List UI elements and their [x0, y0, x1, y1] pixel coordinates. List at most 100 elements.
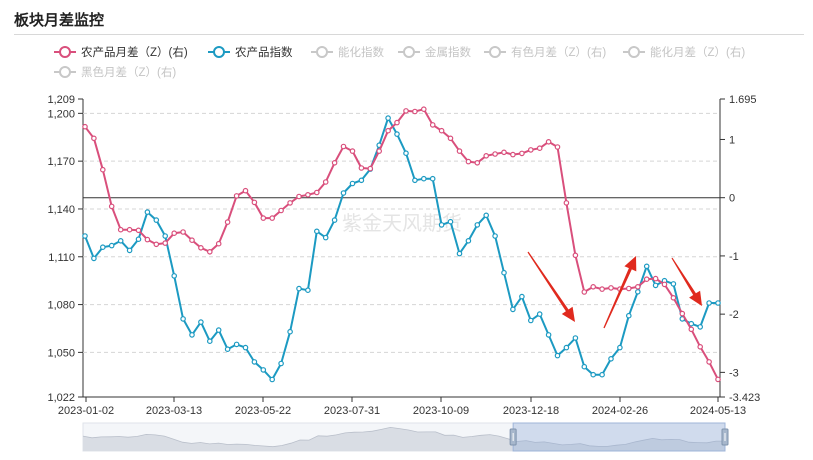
data-point	[269, 376, 276, 383]
data-point	[296, 193, 302, 200]
data-point	[652, 275, 659, 282]
x-tick-label: 2023-05-22	[235, 405, 291, 417]
data-point	[117, 226, 124, 233]
y-left-tick-label: 1,170	[47, 156, 75, 168]
data-point	[554, 144, 561, 150]
data-point	[117, 238, 124, 244]
legend-item-5[interactable]: 有色月差（Z）(右)	[484, 45, 606, 59]
legend-item-4[interactable]: 金属指数	[398, 45, 471, 59]
annotation-arrows	[527, 251, 702, 329]
data-point	[100, 244, 106, 251]
data-point	[198, 319, 204, 325]
data-point	[563, 344, 570, 351]
data-point	[108, 203, 115, 210]
data-point	[171, 273, 178, 279]
data-point	[688, 326, 695, 333]
data-point	[438, 222, 445, 228]
data-point	[599, 371, 605, 378]
data-point	[608, 355, 614, 362]
legend-marker-icon	[213, 46, 225, 58]
y-left-tick-label: 1,080	[47, 300, 75, 312]
data-point	[394, 119, 400, 126]
data-point	[349, 180, 356, 187]
data-point	[412, 108, 418, 115]
data-point	[474, 160, 481, 166]
data-point	[251, 199, 258, 206]
data-point	[429, 175, 436, 182]
data-point	[224, 219, 231, 225]
data-point	[287, 328, 293, 335]
x-tick-label: 2023-01-02	[58, 405, 114, 417]
series-line	[84, 117, 718, 381]
y-right-tick-label: -3	[729, 367, 739, 379]
data-point	[100, 166, 106, 173]
data-point	[189, 332, 195, 338]
legend[interactable]: 农产品月差（Z）(右) 农产品指数 能化指数 金属指数 有色月差（Z）(右) 能化月差（Z…	[54, 45, 745, 79]
zoom-handle-left[interactable]	[509, 428, 517, 446]
data-point	[652, 282, 659, 289]
data-point	[625, 312, 632, 319]
y-left-tick-label: 1,140	[47, 204, 75, 216]
zoom-overview-line	[82, 426, 725, 448]
plot-area	[82, 106, 721, 383]
legend-marker-icon	[59, 66, 71, 78]
data-point	[545, 139, 552, 145]
data-point	[296, 285, 302, 292]
data-point	[510, 306, 516, 313]
legend-item-1[interactable]: 农产品月差（Z）(右)	[54, 45, 188, 59]
data-point	[634, 283, 641, 290]
legend-item-6[interactable]: 能化月差（Z）(右)	[623, 45, 745, 59]
panel-title: 板块月差监控	[14, 12, 105, 29]
x-tick-label: 2024-05-13	[690, 405, 746, 417]
y-right-tick-label: 1	[729, 134, 735, 146]
data-point	[171, 230, 178, 237]
data-point	[144, 236, 151, 243]
y-right-tick-label: -3.423	[729, 392, 760, 404]
data-point	[394, 131, 400, 137]
data-point	[162, 233, 169, 239]
data-point	[260, 367, 267, 373]
data-point	[180, 316, 186, 322]
y-right-tick-label: 0	[729, 193, 735, 205]
legend-label: 能化指数	[338, 45, 384, 59]
zoom-slider[interactable]	[82, 422, 729, 452]
zoom-selection[interactable]	[512, 422, 726, 452]
data-point	[313, 189, 320, 196]
legend-item-3[interactable]: 能化指数	[311, 45, 384, 59]
zoom-handle-right[interactable]	[721, 428, 729, 446]
data-point	[322, 234, 329, 241]
x-tick-label: 2024-02-26	[592, 405, 648, 417]
data-point	[590, 283, 597, 290]
data-point	[643, 263, 650, 270]
data-point	[233, 341, 240, 348]
x-tick-label: 2023-03-13	[146, 405, 202, 417]
data-point	[144, 209, 151, 215]
data-point	[251, 359, 258, 365]
data-point	[510, 151, 516, 158]
legend-item-7[interactable]: 黑色月差（Z）(右)	[54, 65, 176, 79]
data-point	[287, 200, 293, 206]
data-point	[608, 285, 614, 291]
data-point	[91, 255, 97, 262]
axes: 1,209 1,200 1,170 1,140 1,110 1,080 1,050 1,022…	[47, 94, 760, 417]
data-point	[465, 158, 472, 165]
data-point	[670, 294, 677, 301]
data-point	[715, 300, 721, 306]
data-point	[313, 228, 320, 235]
legend-marker-icon	[316, 46, 328, 58]
legend-label: 农产品指数	[235, 45, 293, 59]
data-point	[126, 247, 133, 254]
legend-item-2[interactable]: 农产品指数	[208, 45, 293, 59]
data-point	[617, 344, 623, 351]
data-point	[340, 190, 347, 196]
data-point	[483, 153, 490, 159]
data-point	[661, 281, 668, 288]
data-point	[590, 371, 597, 378]
data-point	[269, 215, 276, 221]
data-point	[153, 217, 160, 223]
data-point	[224, 346, 231, 353]
legend-marker-icon	[59, 46, 71, 58]
data-point	[340, 143, 347, 150]
y-left-tick-label: 1,209	[47, 94, 75, 106]
